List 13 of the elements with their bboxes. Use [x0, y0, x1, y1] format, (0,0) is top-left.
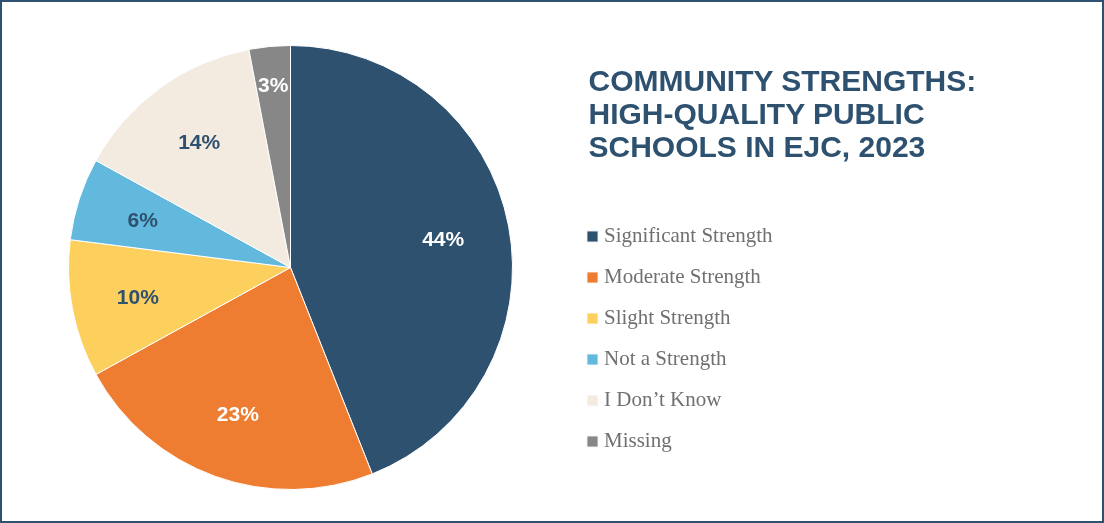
legend-label: I Don’t Know	[604, 387, 722, 412]
data-label: 3%	[257, 72, 289, 96]
legend-label: Significant Strength	[604, 223, 773, 248]
legend-label: Not a Strength	[604, 346, 727, 371]
text: COMMUNITY STRENGTHS: HIGH-QUALITY PUBLIC SCHOOLS IN EJC, 2023	[588, 64, 977, 163]
legend-label: Missing	[604, 428, 672, 453]
legend-label: Slight Strength	[604, 305, 731, 330]
legend-label: Moderate Strength	[604, 264, 761, 289]
data-label: 10%	[116, 285, 160, 309]
data-label: 44%	[422, 226, 465, 250]
data-label: 6%	[127, 207, 159, 231]
data-label: 23%	[216, 402, 260, 426]
data-label: 14%	[178, 130, 221, 154]
